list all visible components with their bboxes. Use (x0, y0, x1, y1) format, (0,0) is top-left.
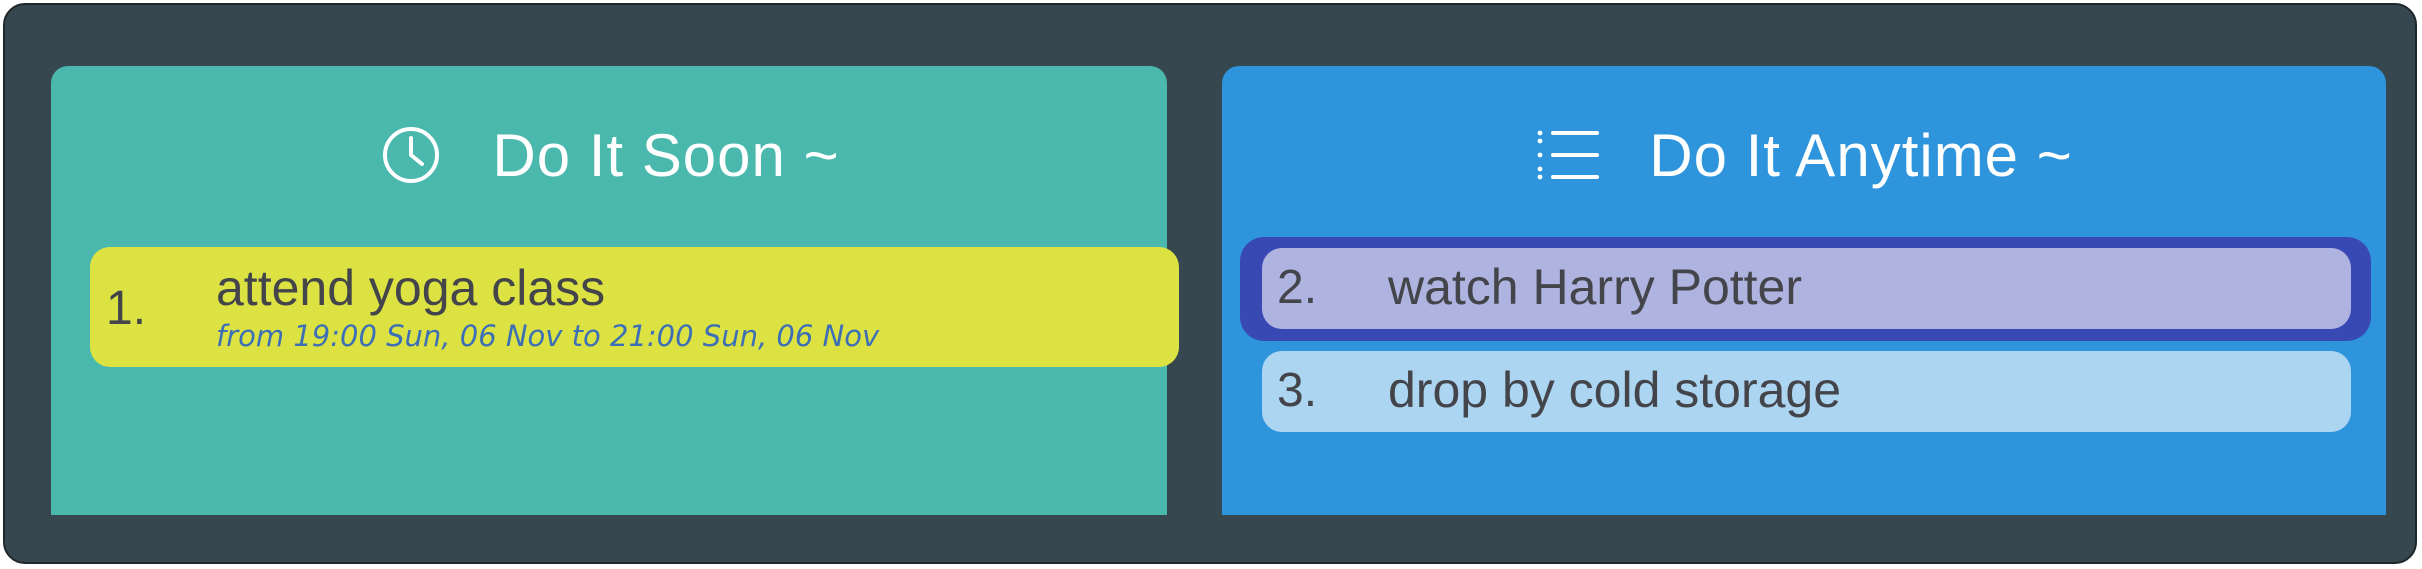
task-description: attend yoga class (216, 260, 606, 316)
task-description: watch Harry Potter (1388, 259, 1803, 315)
do-it-soon-panel: Do It Soon ~ 1. attend yoga class from 1… (51, 66, 1179, 515)
task-item-selected[interactable]: 2. watch Harry Potter (1262, 248, 2351, 329)
task-item[interactable]: 1. attend yoga class from 19:00 Sun, 06 … (90, 247, 1179, 367)
task-item[interactable]: 3. drop by cold storage (1262, 351, 2351, 432)
do-it-soon-header: Do It Soon ~ (51, 110, 1167, 200)
task-index: 1. (106, 282, 147, 335)
panel-title: Do It Anytime ~ (1649, 121, 2073, 189)
panel-title: Do It Soon ~ (492, 121, 840, 189)
do-it-anytime-panel: Do It Anytime ~ 2. watch Harry Potter 3.… (1222, 66, 2386, 515)
do-it-anytime-header: Do It Anytime ~ (1222, 110, 2386, 200)
app-window: Do It Soon ~ 1. attend yoga class from 1… (3, 3, 2417, 564)
task-index: 3. (1277, 364, 1318, 417)
clock-icon (378, 122, 444, 188)
task-time-range: from 19:00 Sun, 06 Nov to 21:00 Sun, 06 … (216, 319, 880, 353)
task-index: 2. (1277, 261, 1318, 314)
task-description: drop by cold storage (1388, 362, 1842, 418)
list-icon (1535, 122, 1601, 188)
